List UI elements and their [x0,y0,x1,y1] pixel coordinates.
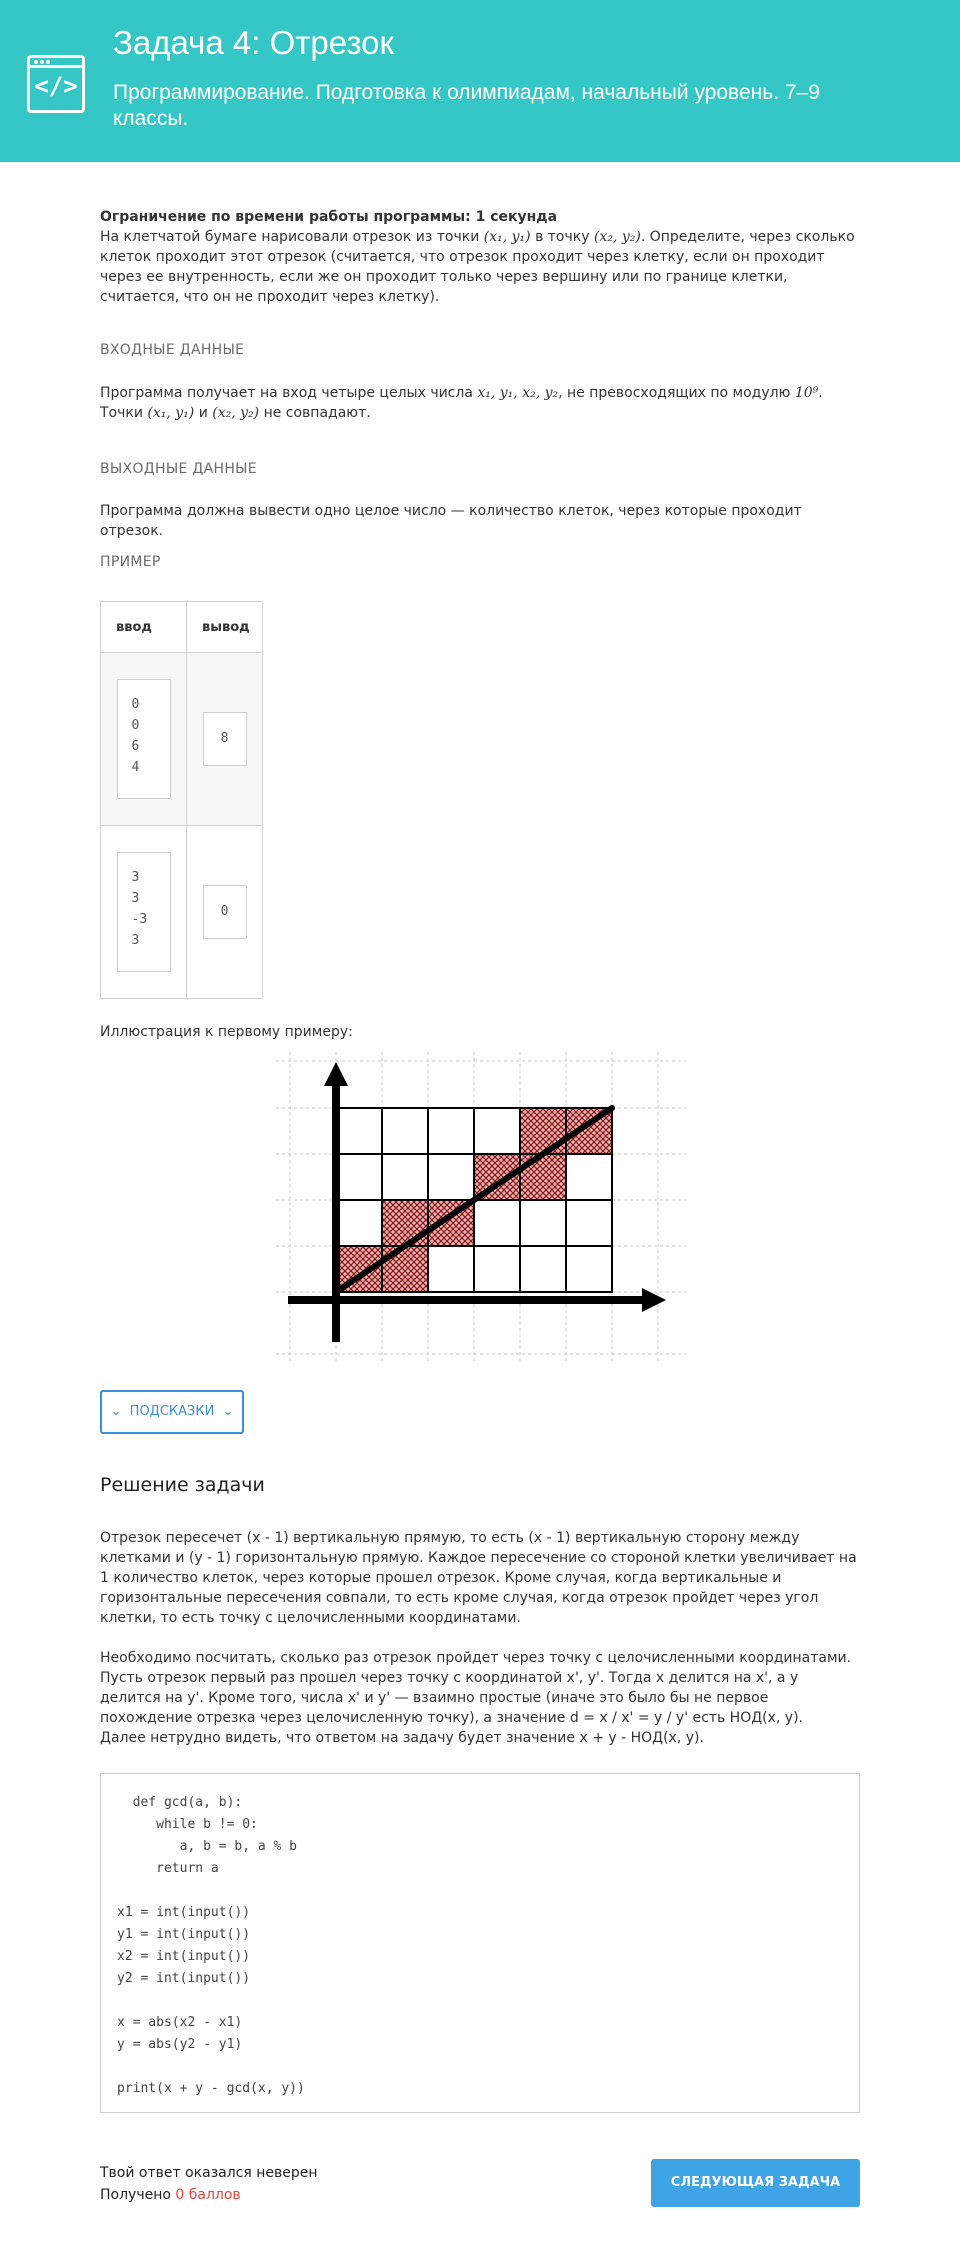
column-header-output: вывод [186,601,263,653]
illustration-figure [276,1052,686,1362]
example-section-title: Пример [100,554,161,570]
illustration-caption: Иллюстрация к первому примеру: [100,1024,353,1040]
page-header: </> Задача 4: Отрезок Программирование. … [0,0,960,162]
time-limit: Ограничение по времени работы программы:… [100,209,558,225]
input-section-title: Входные данные [100,342,245,358]
problem-statement: Ограничение по времени работы программы:… [100,207,860,307]
example-row: 3 3 -3 3 0 [100,825,263,999]
solution-paragraph: Далее нетрудно видеть, что ответом на за… [100,1730,704,1746]
example-input: 3 3 -3 3 [116,852,171,972]
code-window-icon: </> [27,55,85,113]
solution-paragraph: Отрезок пересечет (x - 1) вертикальную п… [100,1530,857,1626]
solution-title: Решение задачи [100,1474,265,1496]
output-section-text: Программа должна вывести одно целое числ… [100,503,802,539]
output-section-title: Выходные данные [100,461,257,477]
input-section-text: Программа получает на вход четыре целых … [100,385,823,421]
example-row: 0 0 6 4 8 [100,652,263,826]
score-value: 0 баллов [175,2187,241,2203]
example-table: ввод вывод 0 0 6 4 8 3 3 -3 3 0 [100,601,263,999]
chevron-down-icon: ⌄ [110,1404,122,1419]
hints-button[interactable]: ⌄ Подсказки ⌄ [100,1390,244,1434]
solution-paragraph: Необходимо посчитать, сколько раз отрезо… [100,1650,852,1726]
page-title: Задача 4: Отрезок [113,24,394,61]
solution-code: def gcd(a, b): while b != 0: a, b = b, a… [100,1773,860,2113]
hints-button-label: Подсказки [129,1404,215,1419]
column-header-input: ввод [100,601,187,653]
statement-text: На клетчатой бумаге нарисовали отрезок и… [100,229,855,305]
result-message: Твой ответ оказался неверен [100,2165,318,2181]
result-block: Твой ответ оказался неверен Получено 0 б… [100,2162,318,2206]
example-input: 0 0 6 4 [116,679,171,799]
example-output: 8 [202,712,247,766]
result-score-line: Получено 0 баллов [100,2187,241,2203]
chevron-down-icon: ⌄ [222,1404,234,1419]
example-output: 0 [202,885,247,939]
page-subtitle: Программирование. Подготовка к олимпиада… [113,81,820,130]
next-task-button[interactable]: Следующая задача [651,2159,860,2207]
